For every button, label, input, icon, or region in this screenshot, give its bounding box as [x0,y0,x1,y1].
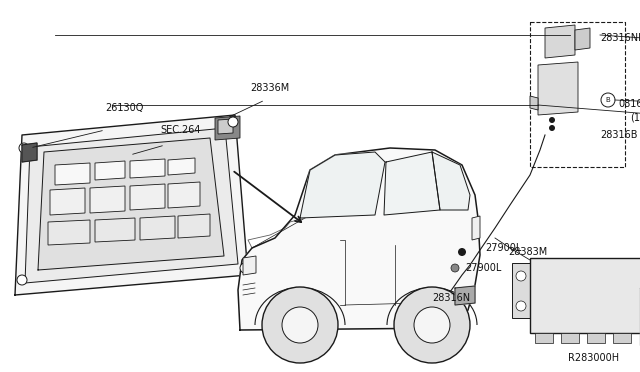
Polygon shape [95,161,125,180]
Polygon shape [530,96,538,110]
Circle shape [240,263,250,273]
Text: B: B [605,97,611,103]
Text: 28316NB: 28316NB [600,33,640,43]
Circle shape [17,275,27,285]
Polygon shape [168,158,195,175]
Text: R283000H: R283000H [568,353,619,363]
Polygon shape [22,143,37,162]
Circle shape [414,307,450,343]
Text: 08168-6121A: 08168-6121A [618,99,640,109]
Polygon shape [455,286,475,305]
Polygon shape [178,214,210,238]
Polygon shape [472,216,480,240]
Text: 27900L: 27900L [465,263,501,273]
Polygon shape [38,138,224,270]
Circle shape [228,117,238,127]
Polygon shape [300,152,385,218]
Polygon shape [48,220,90,245]
Polygon shape [95,218,135,242]
Polygon shape [90,186,125,213]
Polygon shape [15,115,248,295]
Circle shape [516,301,526,311]
Circle shape [601,93,615,107]
Polygon shape [218,119,233,134]
Text: 26130Q: 26130Q [105,103,143,113]
Circle shape [549,117,555,123]
Circle shape [516,271,526,281]
Circle shape [19,143,29,153]
Polygon shape [384,152,440,215]
Bar [561,333,579,343]
Circle shape [549,125,555,131]
Polygon shape [215,116,240,140]
Polygon shape [130,159,165,178]
Polygon shape [55,163,90,185]
Bar [587,333,605,343]
Bar [530,258,640,333]
Text: 28316B: 28316B [600,130,637,140]
Circle shape [458,248,466,256]
Polygon shape [25,128,238,283]
Bar [530,22,625,167]
Circle shape [394,287,470,363]
Circle shape [262,287,338,363]
Text: (1): (1) [630,113,640,123]
Polygon shape [432,152,470,210]
Polygon shape [238,148,480,330]
Text: SEC.264: SEC.264 [160,125,200,135]
Circle shape [282,307,318,343]
Polygon shape [50,188,85,215]
Bar [535,333,553,343]
Bar [512,263,530,318]
Polygon shape [130,184,165,210]
Polygon shape [575,28,590,50]
Text: 28316N: 28316N [432,293,470,303]
Text: 27900L: 27900L [485,243,522,253]
Polygon shape [545,25,575,58]
Polygon shape [140,216,175,240]
Text: 28336M: 28336M [250,83,289,93]
Bar [613,333,631,343]
Circle shape [451,264,459,272]
Polygon shape [243,256,256,275]
Polygon shape [538,62,578,115]
Polygon shape [168,182,200,208]
Text: 28383M: 28383M [508,247,547,257]
